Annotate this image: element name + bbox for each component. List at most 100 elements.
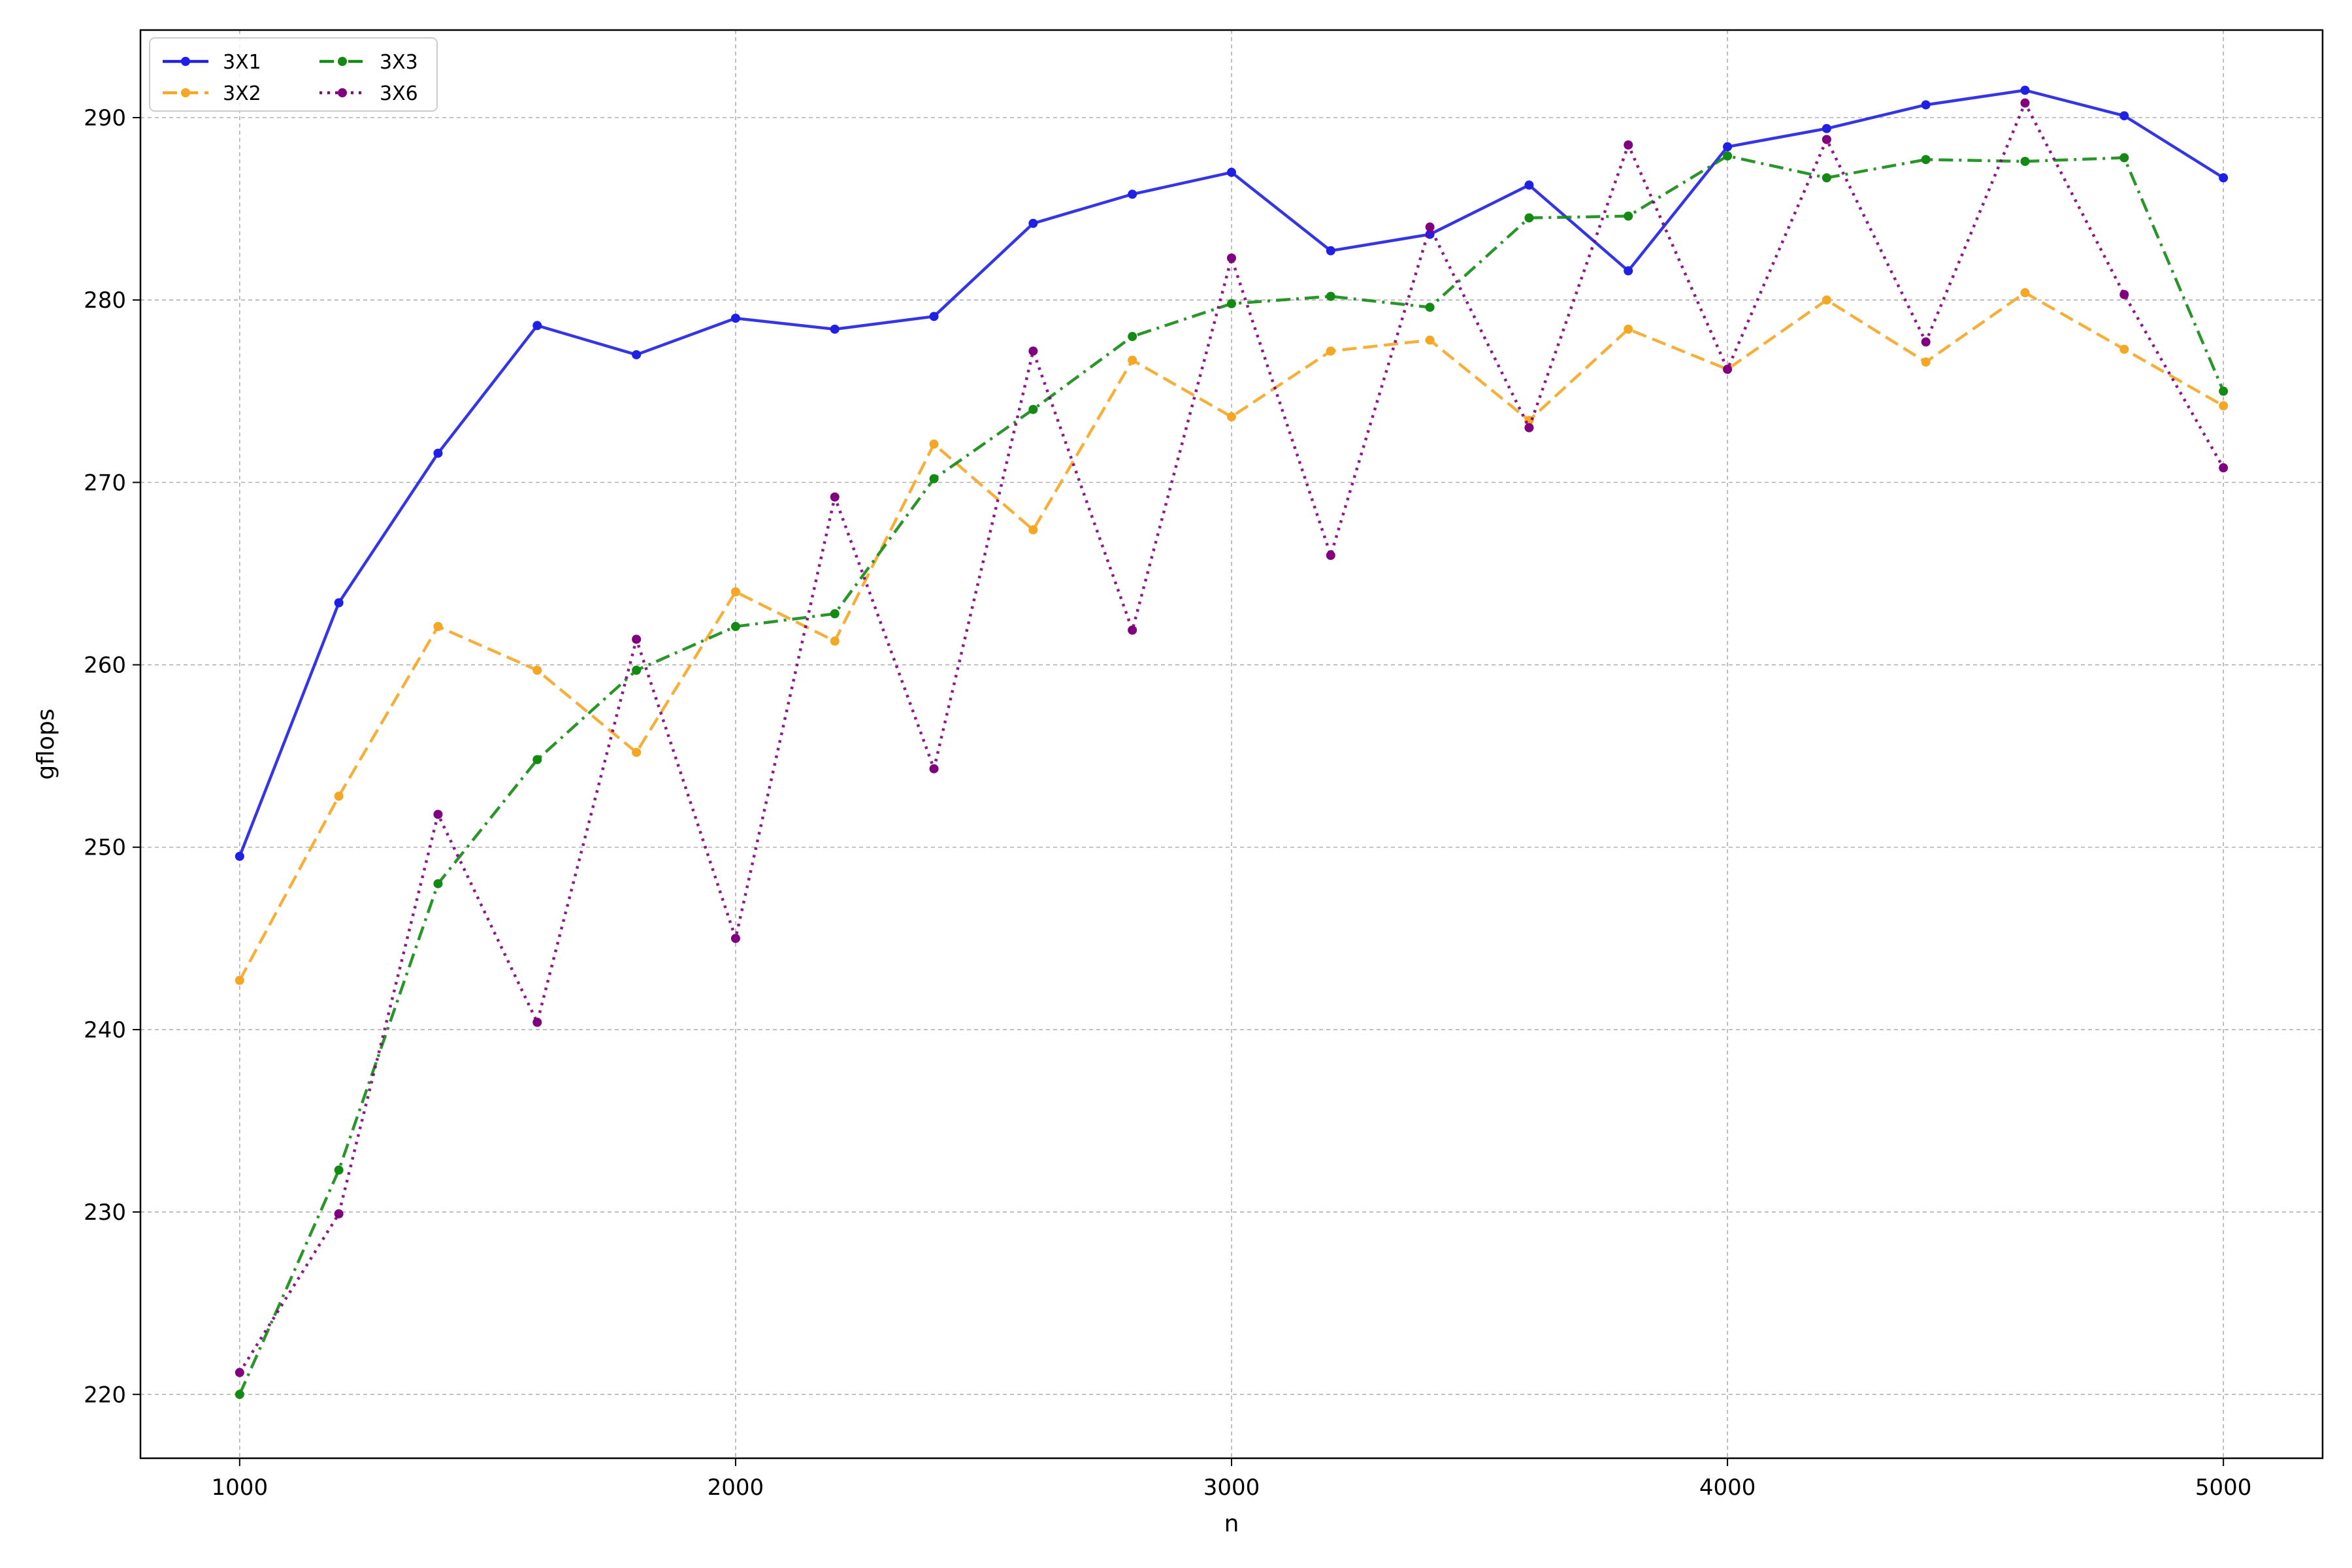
x-tick-label: 2000 bbox=[708, 1475, 764, 1501]
data-point bbox=[1524, 423, 1534, 433]
data-point bbox=[730, 587, 740, 596]
data-point bbox=[632, 634, 642, 644]
data-point bbox=[830, 324, 840, 334]
legend-item: 3X2 bbox=[163, 82, 261, 105]
data-point bbox=[1921, 155, 1931, 165]
data-point bbox=[1128, 189, 1137, 199]
data-point bbox=[2020, 157, 2030, 167]
data-point bbox=[632, 665, 642, 675]
y-tick-label: 290 bbox=[84, 105, 126, 131]
data-point bbox=[830, 636, 840, 646]
data-point bbox=[1723, 151, 1733, 161]
x-tick-label: 1000 bbox=[212, 1475, 269, 1501]
legend-label: 3X6 bbox=[380, 82, 418, 105]
data-point bbox=[235, 975, 244, 985]
data-point bbox=[334, 1209, 344, 1218]
data-point bbox=[1326, 246, 1335, 255]
data-point bbox=[1227, 412, 1236, 421]
data-point bbox=[1128, 355, 1137, 365]
data-point bbox=[1624, 266, 1633, 276]
data-point bbox=[632, 350, 642, 359]
legend-marker bbox=[338, 88, 347, 97]
data-point bbox=[830, 609, 840, 619]
legend-marker bbox=[181, 57, 190, 66]
data-point bbox=[1821, 135, 1831, 144]
data-point bbox=[1227, 253, 1236, 263]
data-point bbox=[1028, 404, 1038, 414]
series-line bbox=[238, 291, 2225, 981]
data-point bbox=[1524, 180, 1534, 190]
x-tick-label: 4000 bbox=[1699, 1475, 1756, 1501]
y-tick-label: 230 bbox=[84, 1200, 126, 1226]
data-point bbox=[235, 1367, 244, 1377]
data-point bbox=[532, 755, 542, 764]
data-point bbox=[2119, 153, 2129, 163]
y-tick-label: 270 bbox=[84, 470, 126, 496]
data-point bbox=[1028, 346, 1038, 356]
data-point bbox=[1624, 324, 1633, 334]
legend-label: 3X3 bbox=[380, 51, 418, 74]
data-point bbox=[2219, 173, 2229, 183]
data-point bbox=[334, 598, 344, 608]
data-point bbox=[334, 1165, 344, 1175]
data-point bbox=[1921, 100, 1931, 110]
legend-label: 3X1 bbox=[223, 51, 261, 74]
data-point bbox=[235, 851, 244, 861]
data-point bbox=[929, 474, 939, 483]
x-axis-label: n bbox=[1224, 1511, 1239, 1537]
series-3x1 bbox=[235, 86, 2229, 861]
data-point bbox=[830, 492, 840, 502]
data-point bbox=[2119, 344, 2129, 354]
data-point bbox=[1028, 525, 1038, 534]
data-point bbox=[1821, 295, 1831, 305]
data-point bbox=[2119, 289, 2129, 299]
data-point bbox=[532, 665, 542, 675]
data-point bbox=[1821, 173, 1831, 183]
data-point bbox=[433, 621, 443, 631]
data-point bbox=[2219, 401, 2229, 411]
data-point bbox=[532, 1017, 542, 1027]
y-tick-label: 280 bbox=[84, 287, 126, 314]
y-tick-label: 240 bbox=[84, 1017, 126, 1043]
legend-marker bbox=[338, 57, 347, 66]
legend-item: 3X6 bbox=[319, 82, 418, 105]
data-point bbox=[1227, 299, 1236, 308]
legend-item: 3X1 bbox=[163, 51, 261, 74]
series-layer bbox=[235, 86, 2229, 1399]
y-tick-label: 250 bbox=[84, 835, 126, 861]
data-point bbox=[235, 1390, 244, 1399]
data-point bbox=[1128, 625, 1137, 635]
data-point bbox=[1326, 346, 1335, 356]
axis-ticks: 1000 2000 3000 4000 5000 220 230 240 250 260 270 28… bbox=[84, 105, 2251, 1501]
data-point bbox=[2020, 288, 2030, 298]
data-point bbox=[1326, 551, 1335, 561]
data-point bbox=[2119, 111, 2129, 121]
y-tick-label: 220 bbox=[84, 1382, 126, 1408]
legend-item: 3X3 bbox=[319, 51, 418, 74]
data-point bbox=[1425, 222, 1435, 232]
data-point bbox=[929, 312, 939, 321]
data-point bbox=[1326, 291, 1335, 301]
y-tick-label: 260 bbox=[84, 653, 126, 679]
data-point bbox=[1723, 365, 1733, 374]
data-point bbox=[1723, 142, 1733, 152]
data-point bbox=[1624, 211, 1633, 221]
data-point bbox=[433, 809, 443, 819]
data-point bbox=[1821, 123, 1831, 133]
data-point bbox=[1425, 335, 1435, 345]
x-tick-label: 5000 bbox=[2195, 1475, 2252, 1501]
data-point bbox=[2219, 386, 2229, 396]
data-point bbox=[730, 621, 740, 631]
legend-marker bbox=[181, 88, 190, 97]
data-point bbox=[433, 448, 443, 458]
data-point bbox=[1227, 167, 1236, 177]
series-3x3 bbox=[235, 151, 2229, 1399]
legend: 3X1 3X2 3X3 3X6 bbox=[149, 37, 438, 112]
data-point bbox=[1921, 337, 1931, 347]
series-3x6 bbox=[235, 98, 2229, 1377]
data-point bbox=[1524, 213, 1534, 223]
legend-box bbox=[149, 37, 438, 112]
data-point bbox=[1921, 357, 1931, 367]
